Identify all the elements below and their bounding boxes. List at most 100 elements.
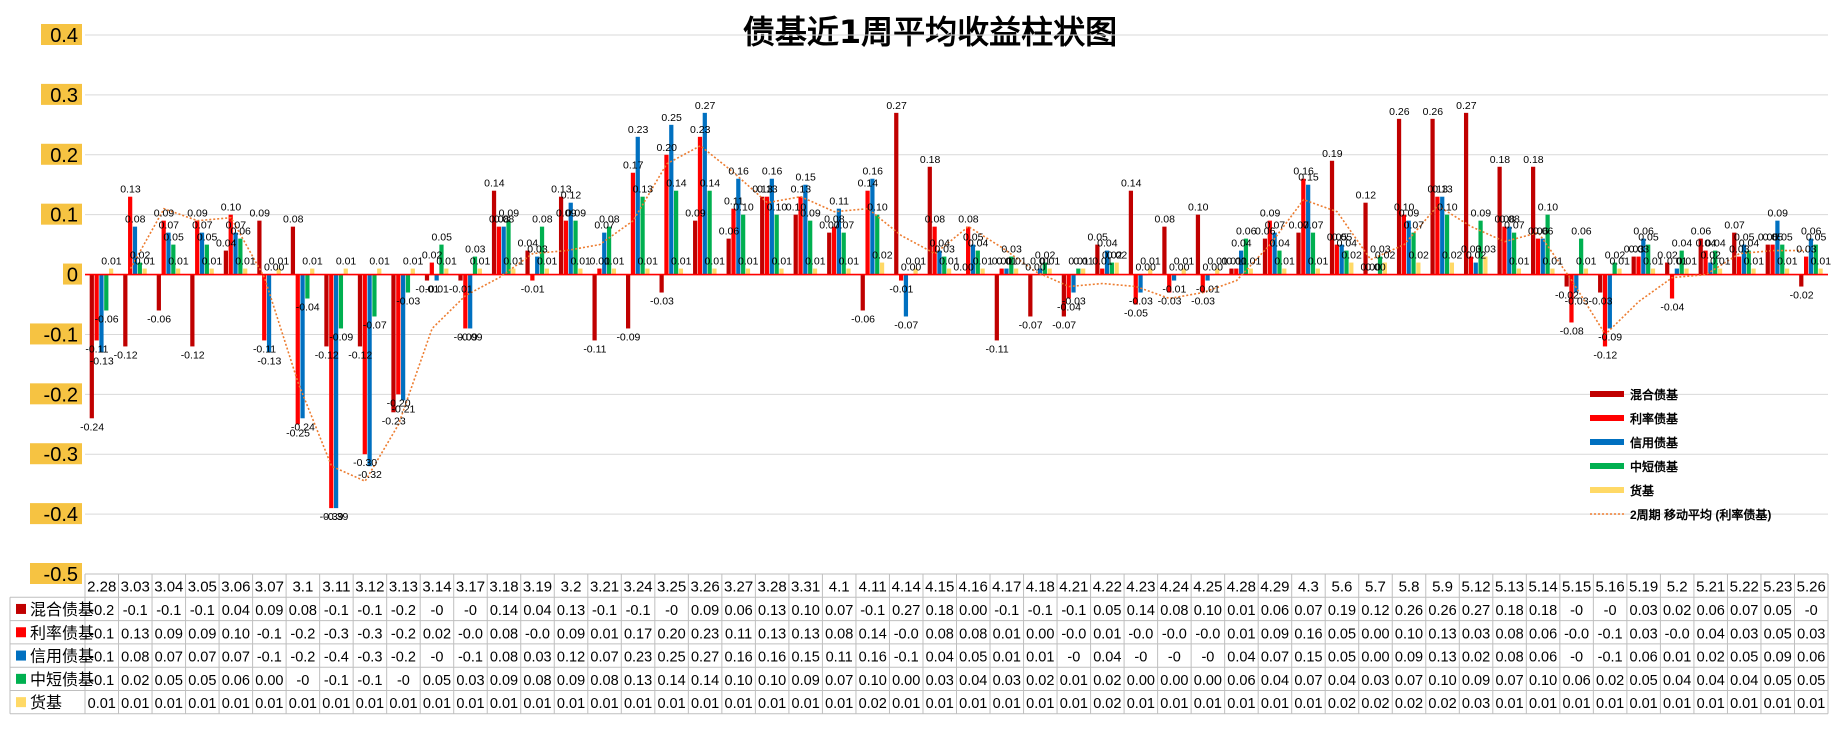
bar [664,154,669,275]
x-tick-label: 4.23 [1126,579,1155,596]
bar [391,274,396,413]
x-tick-label: 3.24 [623,579,652,596]
bar [1411,232,1416,275]
data-label: 0.09 [187,208,208,220]
bar [879,262,885,275]
bar [1435,196,1440,275]
data-label: 0.13 [752,184,773,196]
table-cell: 0.08 [590,673,618,689]
data-label: -0.39 [324,511,348,523]
table-cell: 0.10 [1194,603,1222,619]
table-cell: 0.01 [1194,696,1222,712]
bar [137,262,142,275]
bar [1598,274,1603,293]
bar [1406,220,1411,275]
table-cell: -0 [1067,650,1080,666]
table-cell: -0.0 [894,626,919,642]
bar [1028,274,1033,317]
table-cell: 0.25 [657,650,685,666]
data-label: -0.21 [391,403,415,415]
table-row-swatch [16,603,26,614]
data-label: -0.01 [1196,284,1220,296]
data-label: 0.01 [604,256,625,268]
legend-label: 信用债基 [1630,435,1679,450]
table-cell: -0.1 [89,626,114,642]
bar [769,178,774,275]
data-label: 0.01 [1667,256,1688,268]
table-cell: 0.01 [1026,650,1054,666]
x-tick-label: 3.19 [523,579,552,596]
x-tick-label: 3.07 [255,579,284,596]
bar [243,268,248,275]
data-label: 0.16 [728,166,749,178]
table-cell: 0.14 [657,673,685,689]
bar [463,274,468,329]
table-cell: 0.01 [188,696,216,712]
bar [1507,226,1512,275]
bar [132,226,138,275]
bar [1775,220,1780,275]
y-axis-ticks: 0.4 0.3 0.2 0.1 0 -0.1 -0.2 -0.3 -0.4 -0.5 [30,24,82,586]
data-label: -0.11 [85,343,108,355]
table-cell: 0.03 [1630,603,1658,619]
table-cell: 0.01 [557,696,585,712]
bar [1363,202,1368,275]
bar [1717,268,1723,275]
data-label: 0.13 [1432,184,1453,196]
x-tick-label: 4.11 [859,579,887,596]
table-cell: -0.1 [458,650,483,666]
data-label: -0.03 [1062,296,1086,308]
table-cell: 0.04 [222,603,250,619]
data-label: 0.02 [872,250,893,262]
data-label: 0.27 [1456,100,1477,112]
table-cell: 0.01 [1227,696,1255,712]
bar [1478,220,1483,275]
x-tick-label: 4.14 [892,579,921,596]
x-tick-label: 2.28 [87,579,116,596]
table-cell: -0.0 [525,626,550,642]
bar [171,244,176,275]
bar [592,274,597,341]
table-cell: 0.01 [1630,696,1658,712]
data-label: 0.10 [1538,202,1559,214]
bar [1631,256,1636,275]
bar [1612,262,1617,275]
data-label: 0.01 [1073,256,1094,268]
table-cell: 0.11 [826,650,853,666]
bar [305,274,310,299]
bar [1703,250,1708,275]
table-cell: 0.16 [1294,626,1322,642]
data-label: 0.01 [369,256,390,268]
data-label: 0.09 [1768,208,1789,220]
bar [1636,256,1641,275]
y-tick-label: -0.5 [44,564,78,586]
bar [1511,232,1517,275]
data-label: 0.01 [671,256,692,268]
data-label: 0.08 [824,214,845,226]
table-cell: 0.09 [1261,626,1289,642]
data-label: 0.01 [537,256,558,268]
data-label: 0.01 [839,256,860,268]
bar [558,196,564,275]
bar [1396,118,1402,275]
data-label: -0.25 [286,427,310,439]
bar [343,268,348,275]
bar [841,232,846,275]
bar [836,208,841,275]
x-tick-label: 3.2 [561,579,582,596]
table-cell: 0.04 [1261,673,1289,689]
bar [1344,250,1349,275]
data-label: 0.01 [1241,256,1262,268]
table-cell: 0.07 [188,650,216,666]
table-cell: 0.07 [1294,603,1322,619]
table-cell: -0.1 [1061,603,1086,619]
data-label: 0.17 [623,160,644,172]
data-label: 0.04 [1231,238,1252,250]
table-cell: 0.17 [624,626,652,642]
data-label: -0.03 [1589,296,1613,308]
bar [937,250,942,275]
data-label: 0.07 [1265,220,1286,232]
data-label: 0.09 [800,208,821,220]
table-cell: 0.05 [1093,603,1121,619]
